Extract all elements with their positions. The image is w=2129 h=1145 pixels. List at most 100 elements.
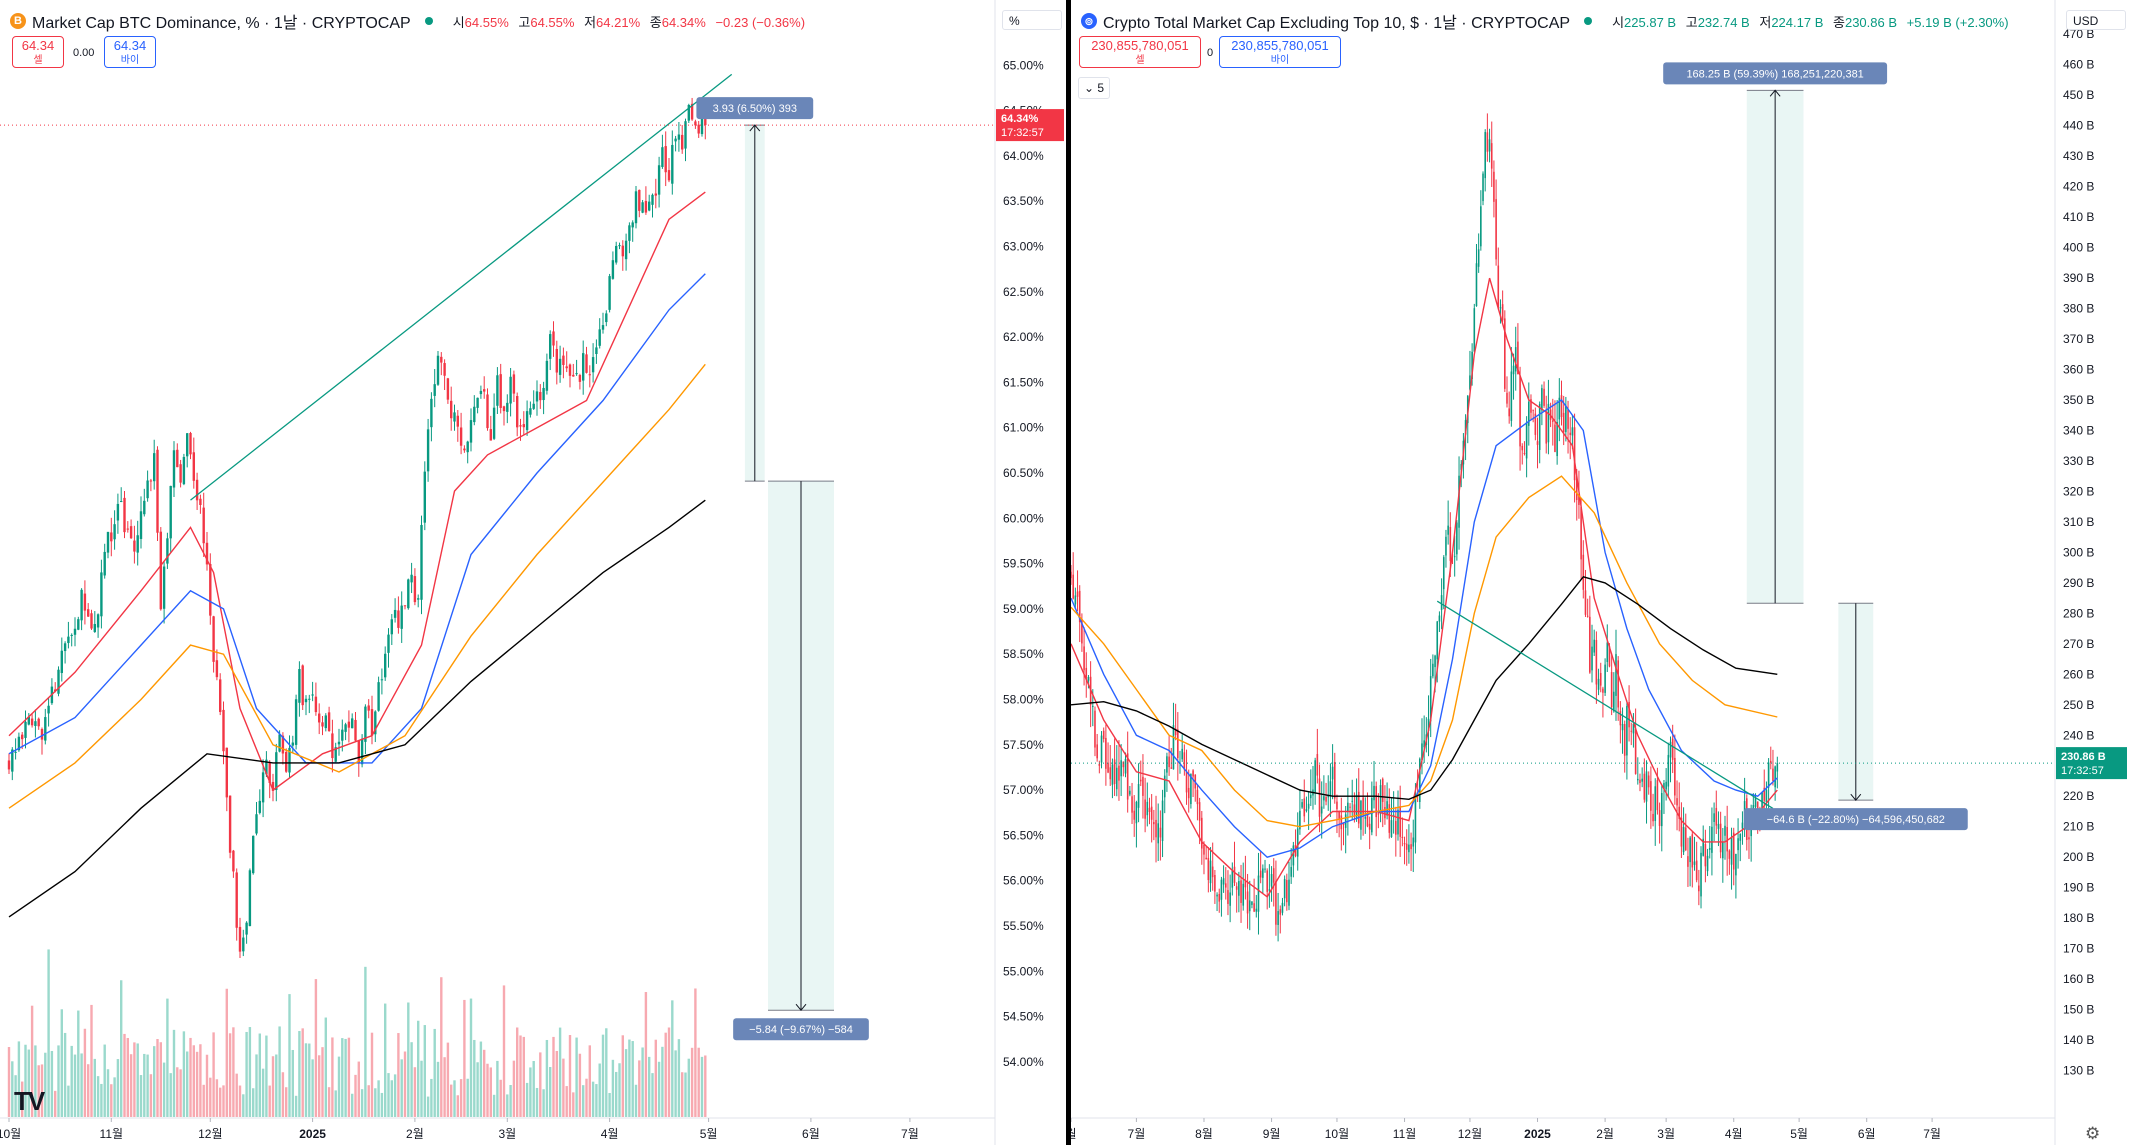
volume-bar	[578, 1053, 582, 1117]
buy-button[interactable]: 64.34 바이	[104, 36, 156, 68]
candle-body	[1676, 798, 1678, 806]
candle-body	[1279, 909, 1282, 915]
crypto-cap-icon: ⊚	[1081, 13, 1097, 29]
volume-bar	[106, 1069, 110, 1117]
candle-body	[1364, 817, 1367, 819]
panel-divider[interactable]	[1066, 0, 1071, 1145]
candle-body	[512, 374, 516, 394]
scale-unit-selector[interactable]: USD	[2066, 10, 2126, 30]
candle-body	[1754, 798, 1757, 807]
volume-bar	[463, 999, 466, 1117]
candle-body	[1730, 837, 1733, 865]
sell-button[interactable]: 230,855,780,051 셀	[1079, 36, 1201, 68]
volume-bar	[486, 1063, 489, 1117]
candle-body	[1419, 758, 1421, 803]
ohlc-high: 64.55%	[530, 14, 575, 30]
candle-body	[1377, 813, 1380, 815]
volume-bar	[129, 1054, 133, 1117]
candle-body	[1671, 738, 1674, 760]
candle-body	[1351, 800, 1354, 802]
volume-bar	[473, 1039, 476, 1117]
candle-body	[294, 699, 298, 745]
volume-bar	[215, 1079, 219, 1117]
candle-body	[1209, 860, 1212, 884]
x-tick-label: 월	[1071, 1127, 1077, 1141]
candle-body	[1739, 833, 1742, 841]
measure-arrow-head	[749, 124, 761, 132]
candle-body	[1682, 826, 1685, 853]
candle-body	[354, 719, 357, 741]
measure-label-bg	[1743, 808, 1968, 831]
altcap-chart[interactable]: 470 B 460 B 450 B 440 B 430 B 420 B 410 B 400 B…	[1071, 0, 2129, 1145]
candle-body	[1440, 595, 1443, 610]
interval-badge[interactable]: ⌄ 5	[1078, 77, 1110, 99]
volume-bar	[87, 1064, 90, 1117]
candle-body	[1497, 265, 1500, 308]
candle-body	[87, 609, 90, 617]
candle-body	[1493, 171, 1495, 202]
volume-bar	[674, 1050, 677, 1117]
symbol-title[interactable]: Crypto Total Market Cap Excluding Top 10…	[1103, 15, 1571, 32]
candle-body	[558, 358, 562, 375]
settings-gear-icon[interactable]: ⚙	[2085, 1124, 2101, 1143]
candle-body	[509, 376, 512, 404]
buy-button[interactable]: 230,855,780,051 바이	[1219, 36, 1341, 68]
candle-body	[1471, 351, 1473, 380]
candle-body	[1368, 823, 1371, 830]
volume-bar	[301, 1028, 304, 1117]
moving-average-line-4	[1071, 576, 1778, 801]
volume-bar	[588, 1045, 591, 1117]
candle-body	[1336, 801, 1338, 810]
candle-body	[21, 734, 24, 740]
candle-body	[189, 432, 192, 455]
tradingview-logo: TV	[14, 1086, 45, 1116]
bitcoin-icon: B	[10, 13, 26, 29]
candle-body	[291, 742, 294, 746]
candle-body	[245, 922, 248, 935]
volume-bar	[628, 1039, 631, 1117]
volume-bar	[209, 1077, 212, 1117]
volume-bar	[324, 1017, 327, 1117]
candle-body	[1153, 822, 1155, 825]
candle-body	[1246, 891, 1249, 914]
y-tick-label: 57.50%	[1003, 738, 1044, 752]
candle-body	[466, 441, 469, 453]
candle-body	[1700, 852, 1702, 897]
candle-body	[1684, 827, 1687, 851]
candle-body	[360, 738, 364, 765]
candle-body	[301, 665, 304, 706]
candle-body	[492, 407, 496, 439]
sell-button[interactable]: 64.34 셀	[12, 36, 64, 68]
volume-bar	[166, 998, 169, 1117]
volume-bar	[314, 979, 318, 1117]
volume-bar	[370, 1032, 374, 1117]
candle-body	[1172, 725, 1175, 770]
volume-bar	[644, 992, 648, 1117]
volume-bar	[684, 1072, 687, 1117]
candle-body	[1678, 806, 1681, 819]
candle-body	[255, 814, 258, 834]
y-tick-label: 64.00%	[1003, 149, 1044, 163]
symbol-title[interactable]: Market Cap BTC Dominance, % · 1날 · CRYPT…	[32, 15, 411, 32]
scale-unit-selector[interactable]: %	[1002, 10, 1062, 30]
candle-body	[149, 480, 153, 482]
candle-body	[1575, 475, 1578, 501]
candle-body	[318, 713, 321, 723]
candle-body	[278, 734, 281, 752]
candle-body	[463, 448, 466, 451]
candle-body	[126, 528, 129, 530]
volume-bar	[671, 1000, 674, 1117]
volume-bar	[7, 1047, 11, 1117]
volume-bar	[54, 1090, 57, 1117]
volume-bar	[661, 1046, 664, 1117]
candle-body	[202, 507, 205, 544]
ohlc-values: 시225.87 B 고232.74 B 저224.17 B 종230.86 B …	[1612, 14, 2009, 30]
candle-body	[1560, 395, 1563, 417]
candle-body	[1713, 813, 1715, 822]
candle-body	[67, 636, 70, 644]
btc-dominance-chart[interactable]: 65.00%64.50%64.00%63.50%63.00%62.50%62.0…	[0, 0, 1066, 1145]
candle-body	[1680, 817, 1683, 847]
candle-body	[1641, 778, 1643, 782]
ohlc-open: 64.55%	[464, 14, 509, 30]
volume-bar	[189, 1037, 192, 1117]
